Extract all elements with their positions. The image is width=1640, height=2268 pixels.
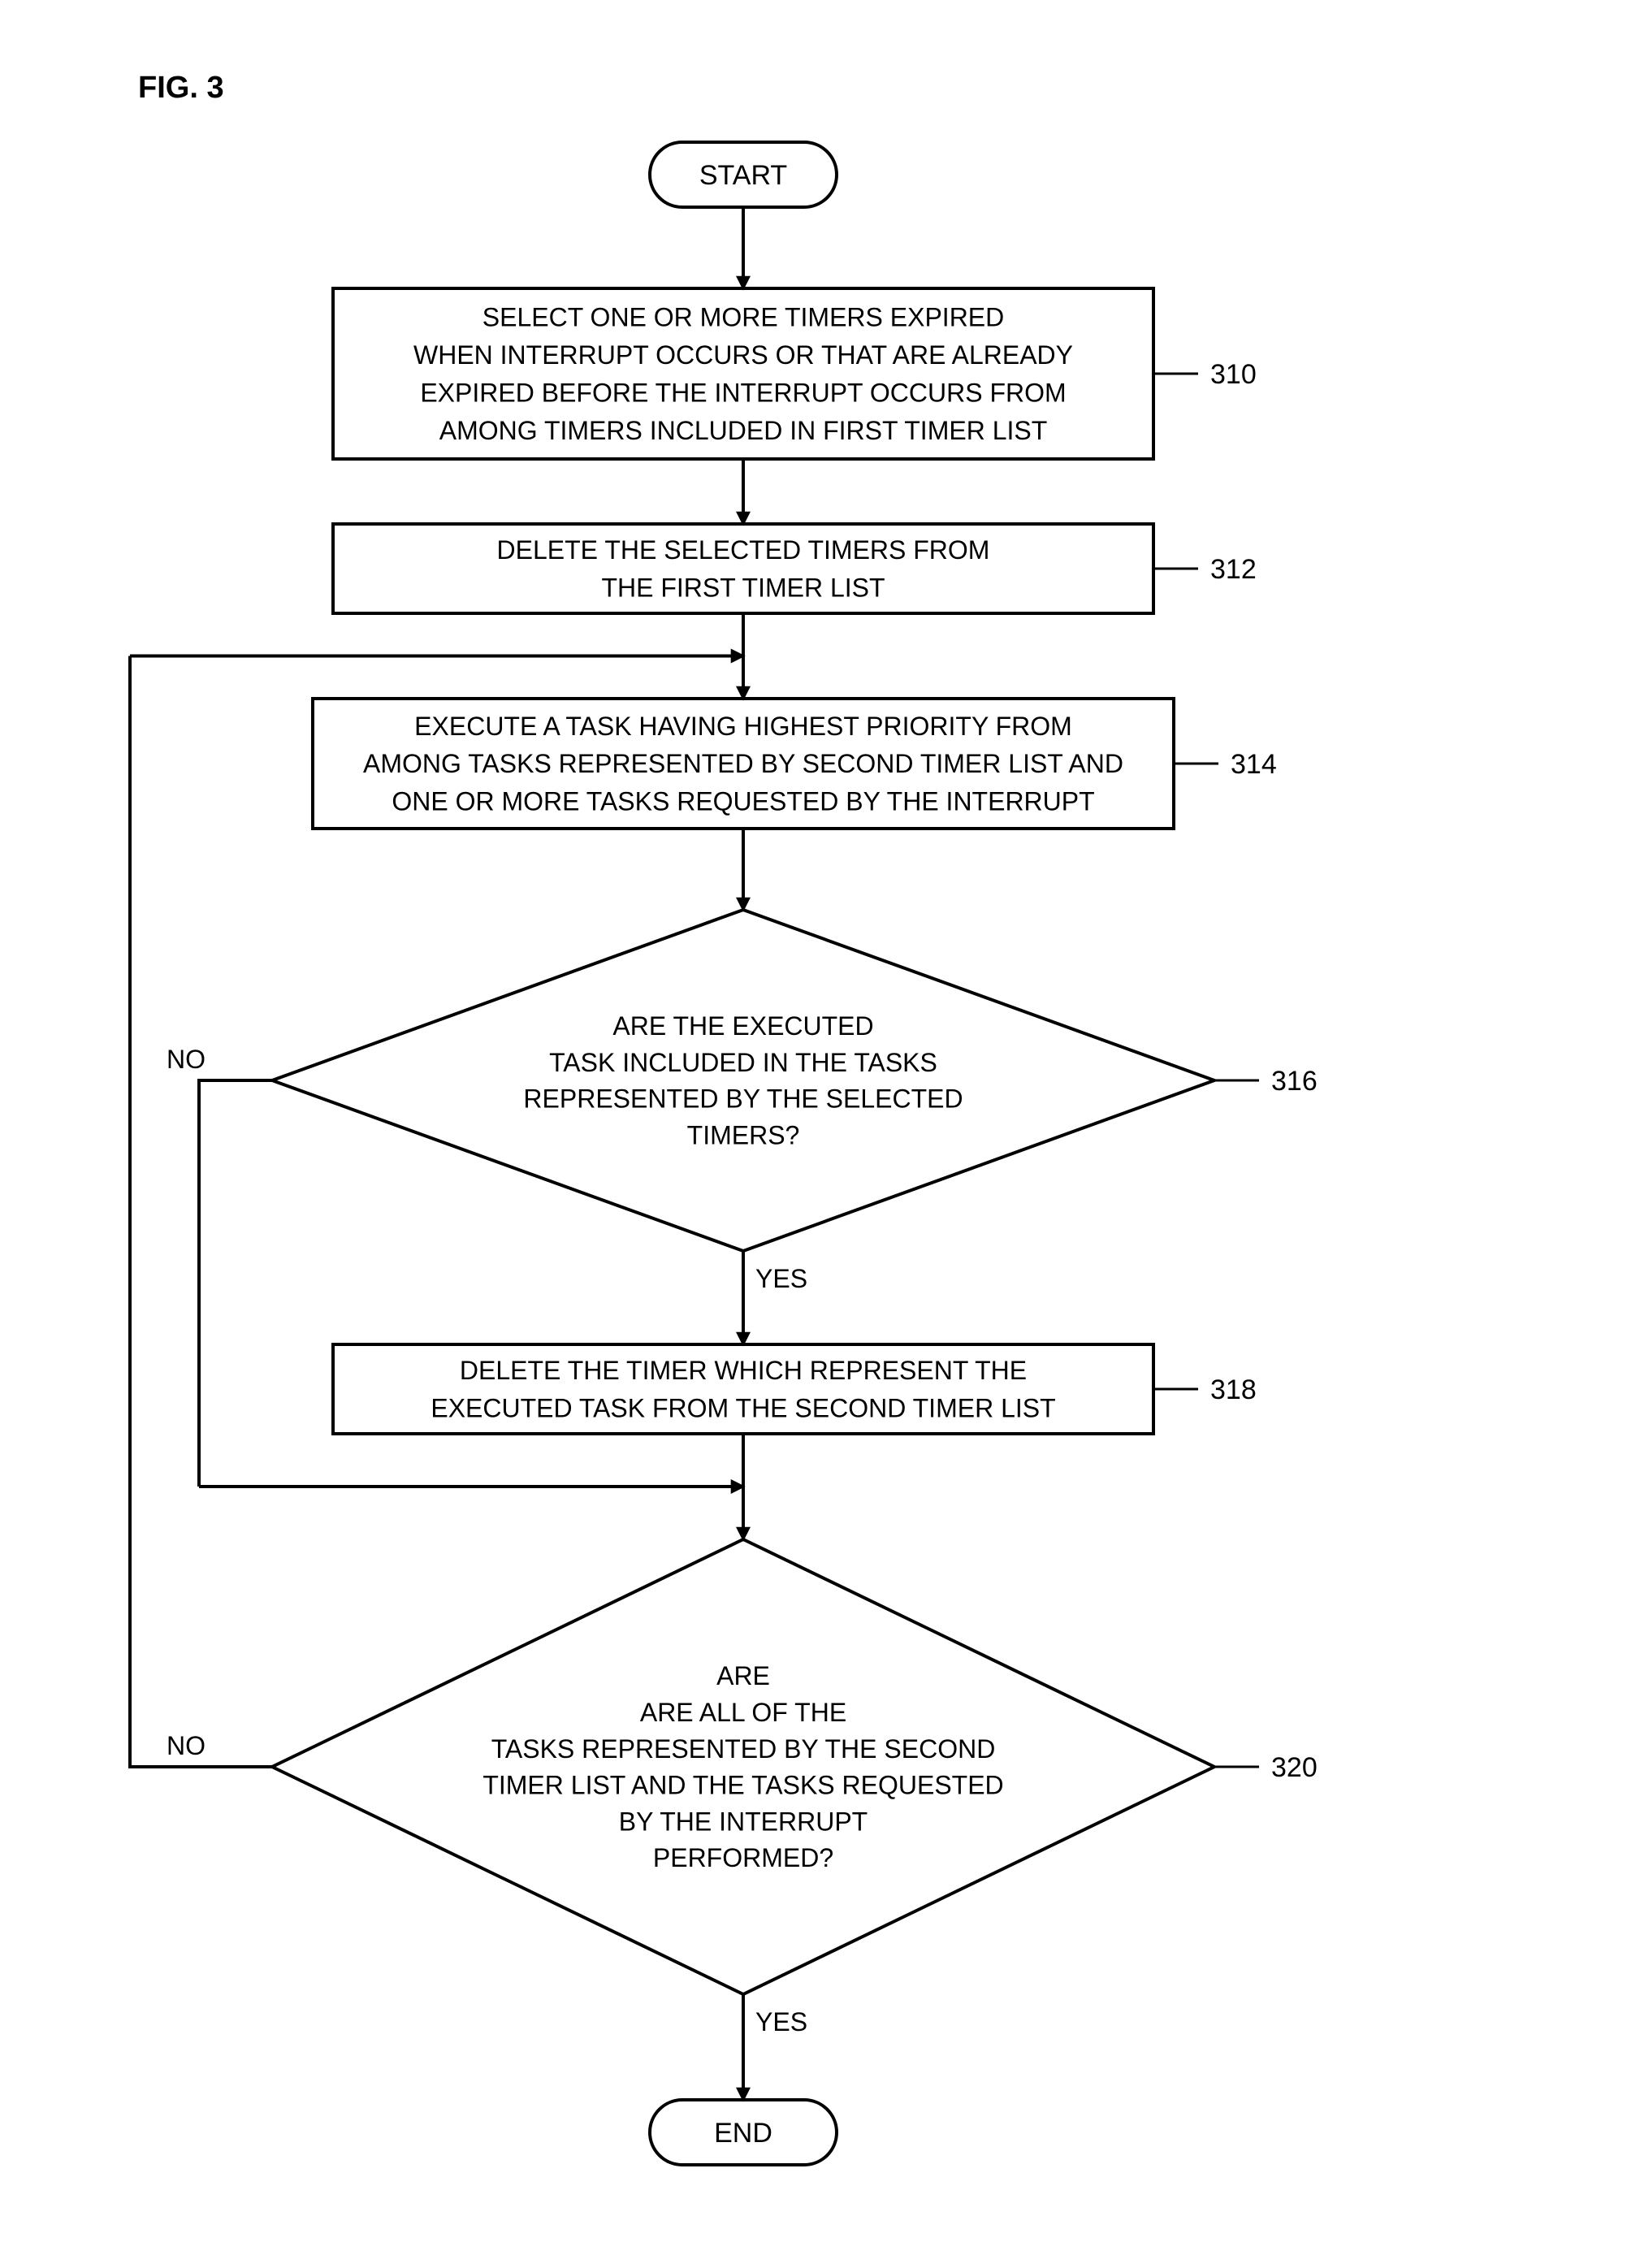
- svg-text:YES: YES: [755, 1264, 807, 1293]
- process-312: DELETE THE SELECTED TIMERS FROM THE FIRST…: [333, 524, 1153, 613]
- reference-labels: 310 312 314 316 318 320: [1153, 359, 1318, 1783]
- svg-text:DELETE THE TIMER WHICH REPRESE: DELETE THE TIMER WHICH REPRESENT THE: [460, 1356, 1027, 1385]
- terminal-start: START: [650, 142, 837, 207]
- terminal-end: END: [650, 2100, 837, 2165]
- svg-text:DELETE THE SELECTED TIMERS FRO: DELETE THE SELECTED TIMERS FROM: [497, 535, 990, 565]
- svg-text:YES: YES: [755, 2007, 807, 2036]
- svg-text:EXECUTED TASK FROM THE SECOND: EXECUTED TASK FROM THE SECOND TIMER LIST: [431, 1393, 1055, 1422]
- svg-text:NO: NO: [167, 1731, 206, 1760]
- svg-text:REPRESENTED BY THE SELECTED: REPRESENTED BY THE SELECTED: [523, 1084, 963, 1114]
- svg-text:ONE OR MORE TASKS REQUESTED BY: ONE OR MORE TASKS REQUESTED BY THE INTER…: [392, 787, 1094, 816]
- decision-320: ARE ARE ALL OF THE TASKS REPRESENTED BY TH…: [272, 1539, 1214, 1994]
- svg-text:END: END: [714, 2118, 772, 2149]
- process-318: DELETE THE TIMER WHICH REPRESENT THE EXEC…: [333, 1344, 1153, 1434]
- svg-text:EXECUTE A TASK HAVING HIGHEST: EXECUTE A TASK HAVING HIGHEST PRIORITY F…: [414, 712, 1072, 741]
- svg-text:TIMER LIST AND THE TASKS REQUE: TIMER LIST AND THE TASKS REQUESTED: [482, 1771, 1003, 1800]
- svg-text:EXPIRED BEFORE THE INTERRUPT O: EXPIRED BEFORE THE INTERRUPT OCCURS FROM: [420, 378, 1066, 407]
- svg-text:310: 310: [1210, 359, 1257, 390]
- svg-text:314: 314: [1231, 749, 1277, 780]
- flowchart-svg: FIG. 3 START SELECT ONE OR MORE TIMERS E…: [0, 0, 1640, 2268]
- svg-text:TASK INCLUDED IN THE TASKS: TASK INCLUDED IN THE TASKS: [549, 1048, 937, 1077]
- svg-text:NO: NO: [167, 1045, 206, 1074]
- svg-text:ARE THE EXECUTED: ARE THE EXECUTED: [612, 1011, 873, 1041]
- svg-text:PERFORMED?: PERFORMED?: [653, 1843, 833, 1872]
- decision-316: ARE THE EXECUTED TASK INCLUDED IN THE TAS…: [272, 910, 1214, 1251]
- svg-text:ARE ALL OF THE: ARE ALL OF THE: [640, 1698, 846, 1727]
- svg-text:AMONG TIMERS INCLUDED IN FIRST: AMONG TIMERS INCLUDED IN FIRST TIMER LIS…: [439, 416, 1048, 445]
- svg-text:TASKS REPRESENTED BY THE SECON: TASKS REPRESENTED BY THE SECOND: [491, 1734, 996, 1764]
- svg-text:START: START: [699, 160, 787, 191]
- process-310: SELECT ONE OR MORE TIMERS EXPIRED WHEN IN…: [333, 288, 1153, 459]
- svg-text:AMONG TASKS REPRESENTED BY SEC: AMONG TASKS REPRESENTED BY SECOND TIMER …: [363, 749, 1123, 778]
- svg-text:ARE: ARE: [716, 1661, 770, 1690]
- svg-text:SELECT ONE OR MORE TIMERS EXPI: SELECT ONE OR MORE TIMERS EXPIRED: [482, 303, 1005, 332]
- svg-text:316: 316: [1271, 1066, 1318, 1097]
- svg-text:TIMERS?: TIMERS?: [687, 1120, 800, 1149]
- branch-labels: YES NO YES NO: [167, 1045, 807, 2036]
- svg-text:WHEN INTERRUPT OCCURS OR THAT: WHEN INTERRUPT OCCURS OR THAT ARE ALREAD…: [413, 340, 1073, 370]
- process-314: EXECUTE A TASK HAVING HIGHEST PRIORITY F…: [313, 699, 1174, 829]
- figure-label: FIG. 3: [138, 71, 224, 105]
- svg-text:318: 318: [1210, 1374, 1257, 1405]
- svg-text:312: 312: [1210, 554, 1257, 585]
- svg-text:320: 320: [1271, 1752, 1318, 1783]
- svg-text:THE FIRST TIMER LIST: THE FIRST TIMER LIST: [601, 573, 885, 602]
- svg-text:BY THE INTERRUPT: BY THE INTERRUPT: [619, 1807, 868, 1836]
